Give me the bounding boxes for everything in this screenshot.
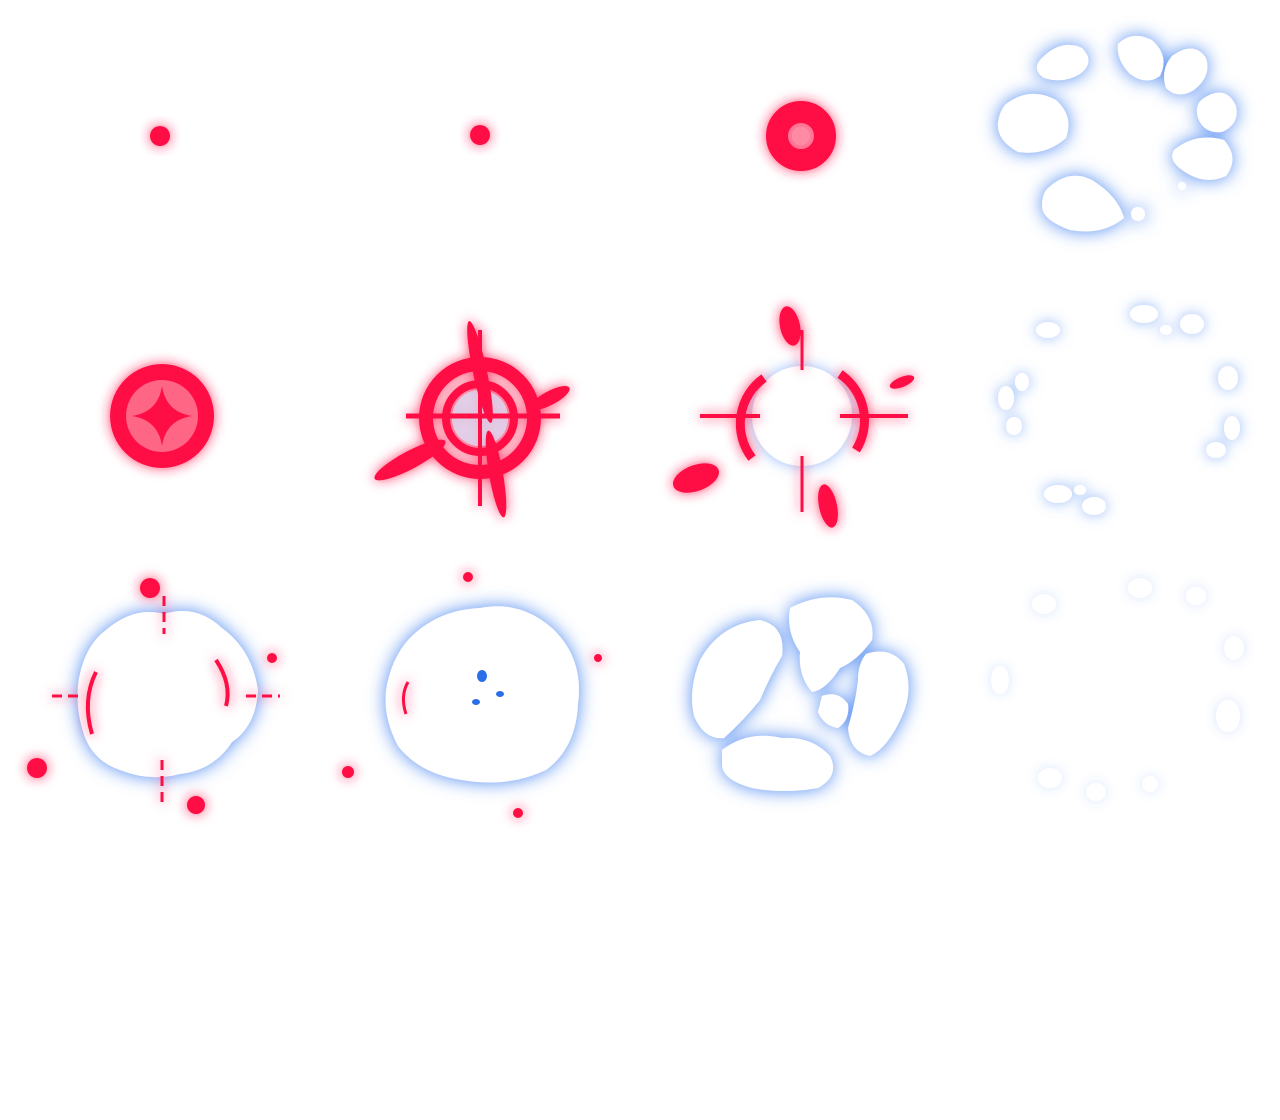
frame-10-impact-smoke-cloud (342, 572, 602, 818)
frame-1-target-dot-large (150, 126, 170, 146)
frame-9-impact-burst-cloud (27, 578, 280, 814)
frame-8-smoke-ring-fade (998, 305, 1240, 515)
frame-7-target-crosshair-burst (673, 306, 915, 528)
frame-11-smoke-cloud-breakup (692, 597, 909, 791)
frame-4-smoke-ring-scatter (997, 35, 1237, 232)
frame-5-target-emblem (110, 364, 214, 468)
frame-3-target-ring (766, 101, 836, 171)
frame-2-target-dot-small (470, 125, 490, 145)
frame-12-smoke-ring-vanish (991, 578, 1244, 801)
frame-6-target-crosshair-spin (374, 321, 570, 518)
